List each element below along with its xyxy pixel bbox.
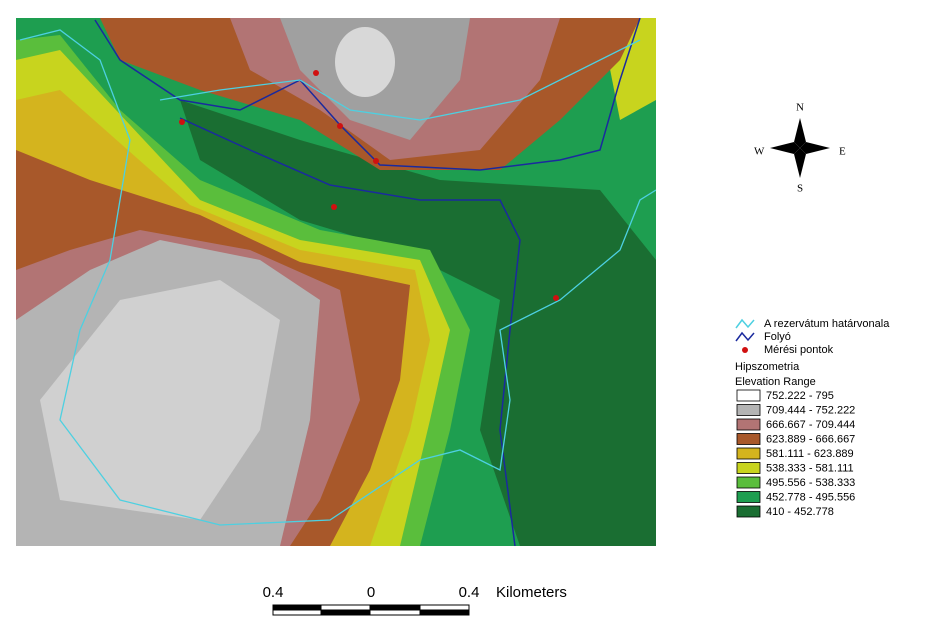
- legend-class-label: 709.444 - 752.222: [766, 404, 855, 416]
- legend-swatch: [736, 418, 761, 431]
- legend-line-symbol: [735, 331, 755, 342]
- legend-swatch: [736, 447, 761, 460]
- legend-line-symbol: [735, 318, 755, 329]
- legend-field: Elevation Range: [735, 376, 816, 388]
- compass: N S E W: [754, 102, 846, 195]
- scale-segment: [272, 609, 322, 616]
- legend-class-label: 452.778 - 495.556: [766, 491, 855, 503]
- compass-w: W: [754, 146, 765, 158]
- compass-s: S: [797, 183, 803, 195]
- legend-class-label: 538.333 - 581.111: [766, 462, 854, 474]
- legend-swatch: [736, 389, 761, 402]
- scale-label: 0.4: [459, 584, 480, 601]
- scale-label: 0.4: [263, 584, 284, 601]
- scale-segment: [272, 604, 322, 611]
- legend-class-label: 666.667 - 709.444: [766, 419, 855, 431]
- scale-segment: [369, 609, 421, 616]
- scale-label: 0: [367, 584, 375, 601]
- legend-point-symbol: [742, 347, 748, 353]
- scale-segment: [419, 609, 470, 616]
- legend-swatch: [736, 491, 761, 503]
- compass-n: N: [796, 102, 804, 114]
- legend-item-label: A rezervátum határvonala: [764, 318, 890, 330]
- legend-class-label: 623.889 - 666.667: [766, 433, 855, 445]
- legend-item-label: Mérési pontok: [764, 344, 834, 356]
- legend-swatch: [736, 505, 761, 518]
- scale-segment: [419, 604, 470, 611]
- scale-segment: [320, 609, 371, 616]
- scale-unit: Kilometers: [496, 584, 567, 601]
- legend-group-title: Hipszometria: [735, 361, 800, 373]
- scale-bar: Kilometers 0.4 0 0.4: [263, 584, 567, 616]
- map: [16, 18, 656, 546]
- legend-class-label: 752.222 - 795: [766, 390, 834, 402]
- legend-class-label: 581.111 - 623.889: [766, 448, 854, 460]
- legend-swatch: [736, 404, 761, 416]
- legend-swatch: [736, 476, 761, 489]
- legend-item-label: Folyó: [764, 331, 791, 343]
- compass-e: E: [839, 146, 846, 158]
- scale-segment: [369, 604, 421, 611]
- legend-class-label: 410 - 452.778: [766, 506, 834, 518]
- legend-class-label: 495.556 - 538.333: [766, 477, 855, 489]
- legend-swatch: [736, 462, 761, 474]
- legend-swatch: [736, 433, 761, 445]
- scale-segment: [320, 604, 371, 611]
- legend: Hipszometria Elevation Range A rezervátu…: [735, 318, 890, 518]
